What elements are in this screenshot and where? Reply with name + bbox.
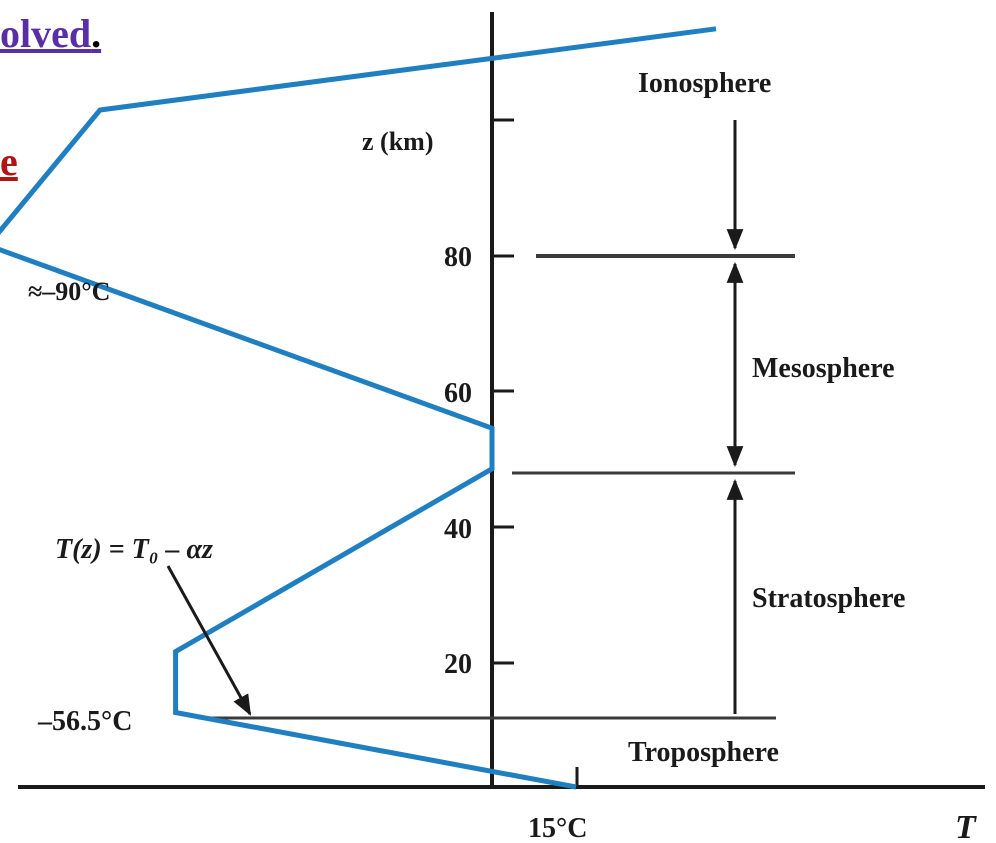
ionosphere-label: Ionosphere [638, 68, 771, 99]
header-fragment-solved[interactable]: olved. [0, 11, 102, 56]
mesosphere-label: Mesosphere [752, 353, 895, 384]
formula-pointer-arrow [166, 565, 252, 716]
z-tick-label-20: 20 [444, 649, 472, 680]
mesopause-temp-label: ≈–90°C [28, 277, 110, 306]
lapse-rate-formula: T(z) = T₀ – αz [55, 534, 213, 565]
z-tick-label-40: 40 [444, 514, 472, 545]
temperature-profile-line [0, 26, 717, 790]
tropopause-temp-label: –56.5°C [37, 706, 132, 737]
z-tick-label-60: 60 [444, 378, 472, 409]
t-axis-label: T [955, 809, 977, 843]
z-axis-label: z (km) [362, 127, 433, 156]
stratosphere-label: Stratosphere [752, 583, 905, 614]
sea-level-temp-label: 15°C [528, 813, 587, 843]
header-fragment-e[interactable]: e [0, 139, 18, 184]
z-tick-label-80: 80 [444, 242, 472, 273]
troposphere-label: Troposphere [628, 737, 779, 768]
